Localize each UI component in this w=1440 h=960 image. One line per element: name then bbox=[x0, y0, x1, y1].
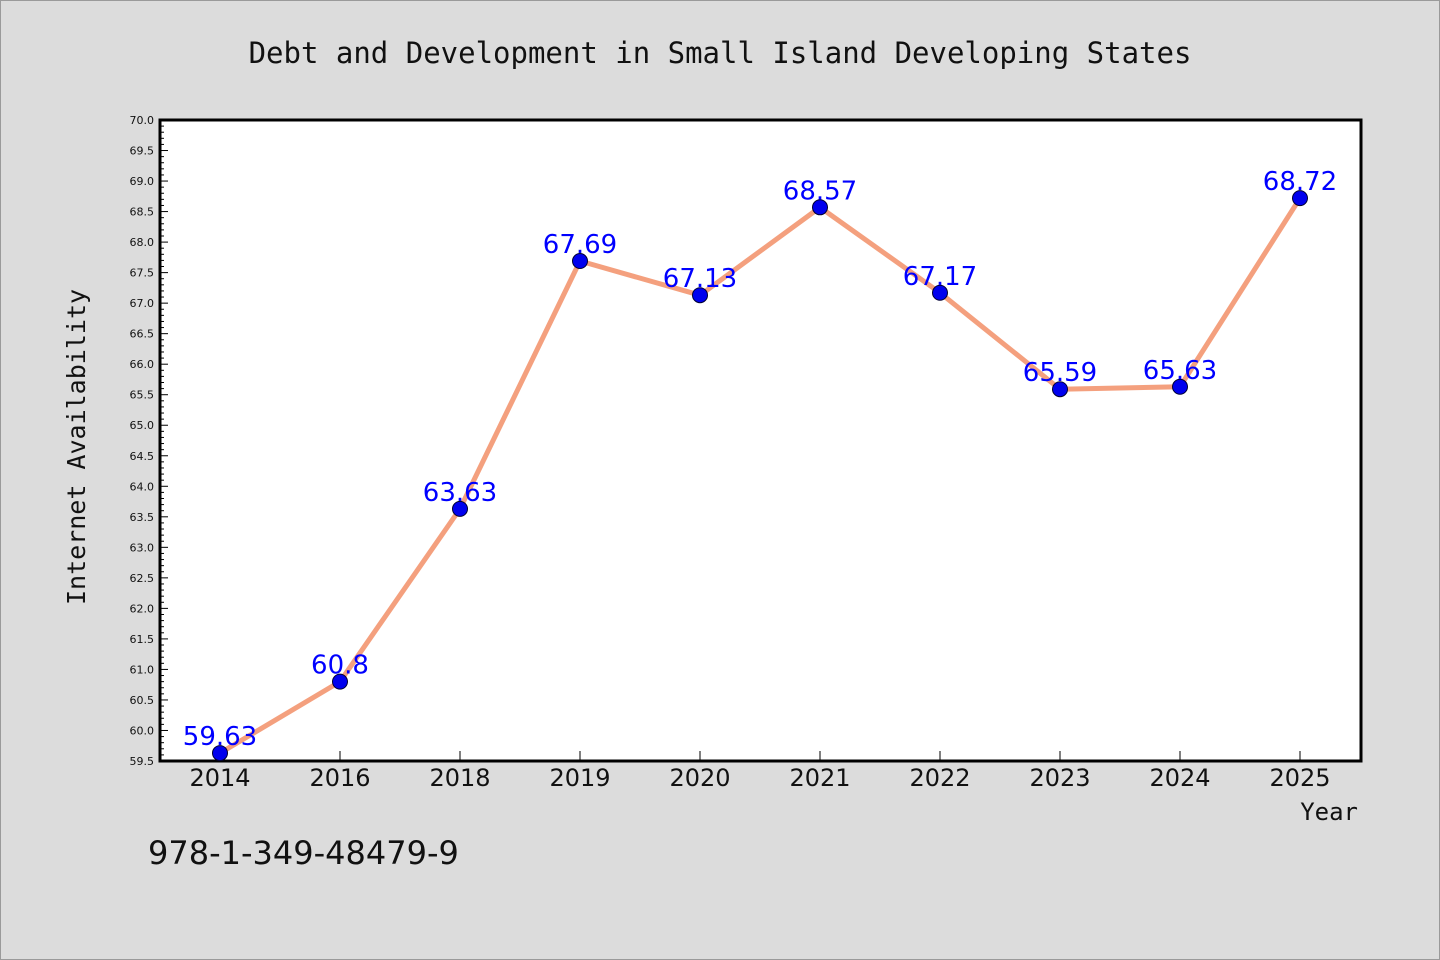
data-point bbox=[1172, 378, 1188, 395]
x-tick-label: 2016 bbox=[309, 764, 370, 792]
data-label: 63.63 bbox=[423, 478, 497, 508]
chart-title: Debt and Development in Small Island Dev… bbox=[249, 36, 1192, 70]
y-tick-label: 61.0 bbox=[130, 663, 155, 676]
data-point bbox=[1052, 381, 1068, 398]
data-label: 68.72 bbox=[1263, 167, 1337, 197]
data-label: 59.63 bbox=[183, 722, 257, 752]
y-tick-label: 69.5 bbox=[130, 145, 155, 158]
x-tick-label: 2021 bbox=[789, 764, 850, 792]
data-point bbox=[1292, 190, 1308, 207]
y-tick-label: 70.0 bbox=[130, 114, 155, 127]
x-tick-label: 2023 bbox=[1029, 764, 1090, 792]
x-axis: 2014 2016 2018 2019 2020 2021 2022 2023 2024 2025 bbox=[189, 751, 1331, 792]
isbn-annotation: 978-1-349-48479-9 bbox=[148, 834, 459, 872]
y-tick-label: 66.0 bbox=[130, 358, 155, 371]
data-label: 67.17 bbox=[903, 262, 977, 292]
data-label: 67.13 bbox=[663, 264, 737, 294]
y-axis-label: Internet Availability bbox=[62, 289, 91, 605]
x-tick-label: 2022 bbox=[909, 764, 970, 792]
x-tick-label: 2018 bbox=[429, 764, 490, 792]
x-axis-label: Year bbox=[1300, 798, 1358, 826]
x-tick-label: 2014 bbox=[189, 764, 250, 792]
y-axis: 59.5 60.0 60.5 61.0 61.5 62.0 62.5 63.0 63.5 64.0… bbox=[130, 114, 168, 768]
data-label: 65.63 bbox=[1143, 356, 1217, 386]
data-point bbox=[572, 253, 588, 270]
data-label: 65.59 bbox=[1023, 358, 1097, 388]
data-labels: 59.63 60.8 63.63 67.69 67.13 68.57 67.17 65.59 6… bbox=[183, 167, 1337, 752]
x-tick-label: 2019 bbox=[549, 764, 610, 792]
y-tick-label: 68.5 bbox=[130, 206, 155, 219]
x-tick-label: 2020 bbox=[669, 764, 730, 792]
y-tick-label: 62.0 bbox=[130, 602, 155, 615]
data-label: 67.69 bbox=[543, 230, 617, 260]
markers bbox=[212, 190, 1308, 762]
y-tick-label: 65.0 bbox=[130, 419, 155, 432]
y-tick-label: 69.0 bbox=[130, 175, 155, 188]
data-label: 68.57 bbox=[783, 176, 857, 206]
data-point bbox=[812, 199, 828, 216]
y-tick-label: 60.0 bbox=[130, 724, 155, 737]
data-point bbox=[332, 673, 348, 690]
data-label: 60.8 bbox=[311, 651, 369, 681]
series-line bbox=[217, 195, 1303, 756]
x-tick-label: 2025 bbox=[1269, 764, 1330, 792]
y-tick-label: 65.5 bbox=[130, 389, 155, 402]
data-point bbox=[212, 745, 228, 762]
y-tick-label: 64.0 bbox=[130, 480, 155, 493]
y-tick-label: 68.0 bbox=[130, 236, 155, 249]
y-tick-label: 61.5 bbox=[130, 633, 155, 646]
y-tick-label: 66.5 bbox=[130, 328, 155, 341]
y-tick-label: 60.5 bbox=[130, 694, 155, 707]
y-tick-label: 62.5 bbox=[130, 572, 155, 585]
x-tick-label: 2024 bbox=[1149, 764, 1210, 792]
y-tick-label: 64.5 bbox=[130, 450, 155, 463]
data-point bbox=[452, 500, 468, 517]
data-point bbox=[932, 284, 948, 301]
y-tick-label: 67.5 bbox=[130, 267, 155, 280]
y-tick-label: 67.0 bbox=[130, 297, 155, 310]
series-polyline bbox=[217, 195, 1303, 756]
y-tick-label: 59.5 bbox=[130, 755, 155, 768]
y-tick-label: 63.0 bbox=[130, 541, 155, 554]
data-point bbox=[692, 287, 708, 304]
y-tick-label: 63.5 bbox=[130, 511, 155, 524]
